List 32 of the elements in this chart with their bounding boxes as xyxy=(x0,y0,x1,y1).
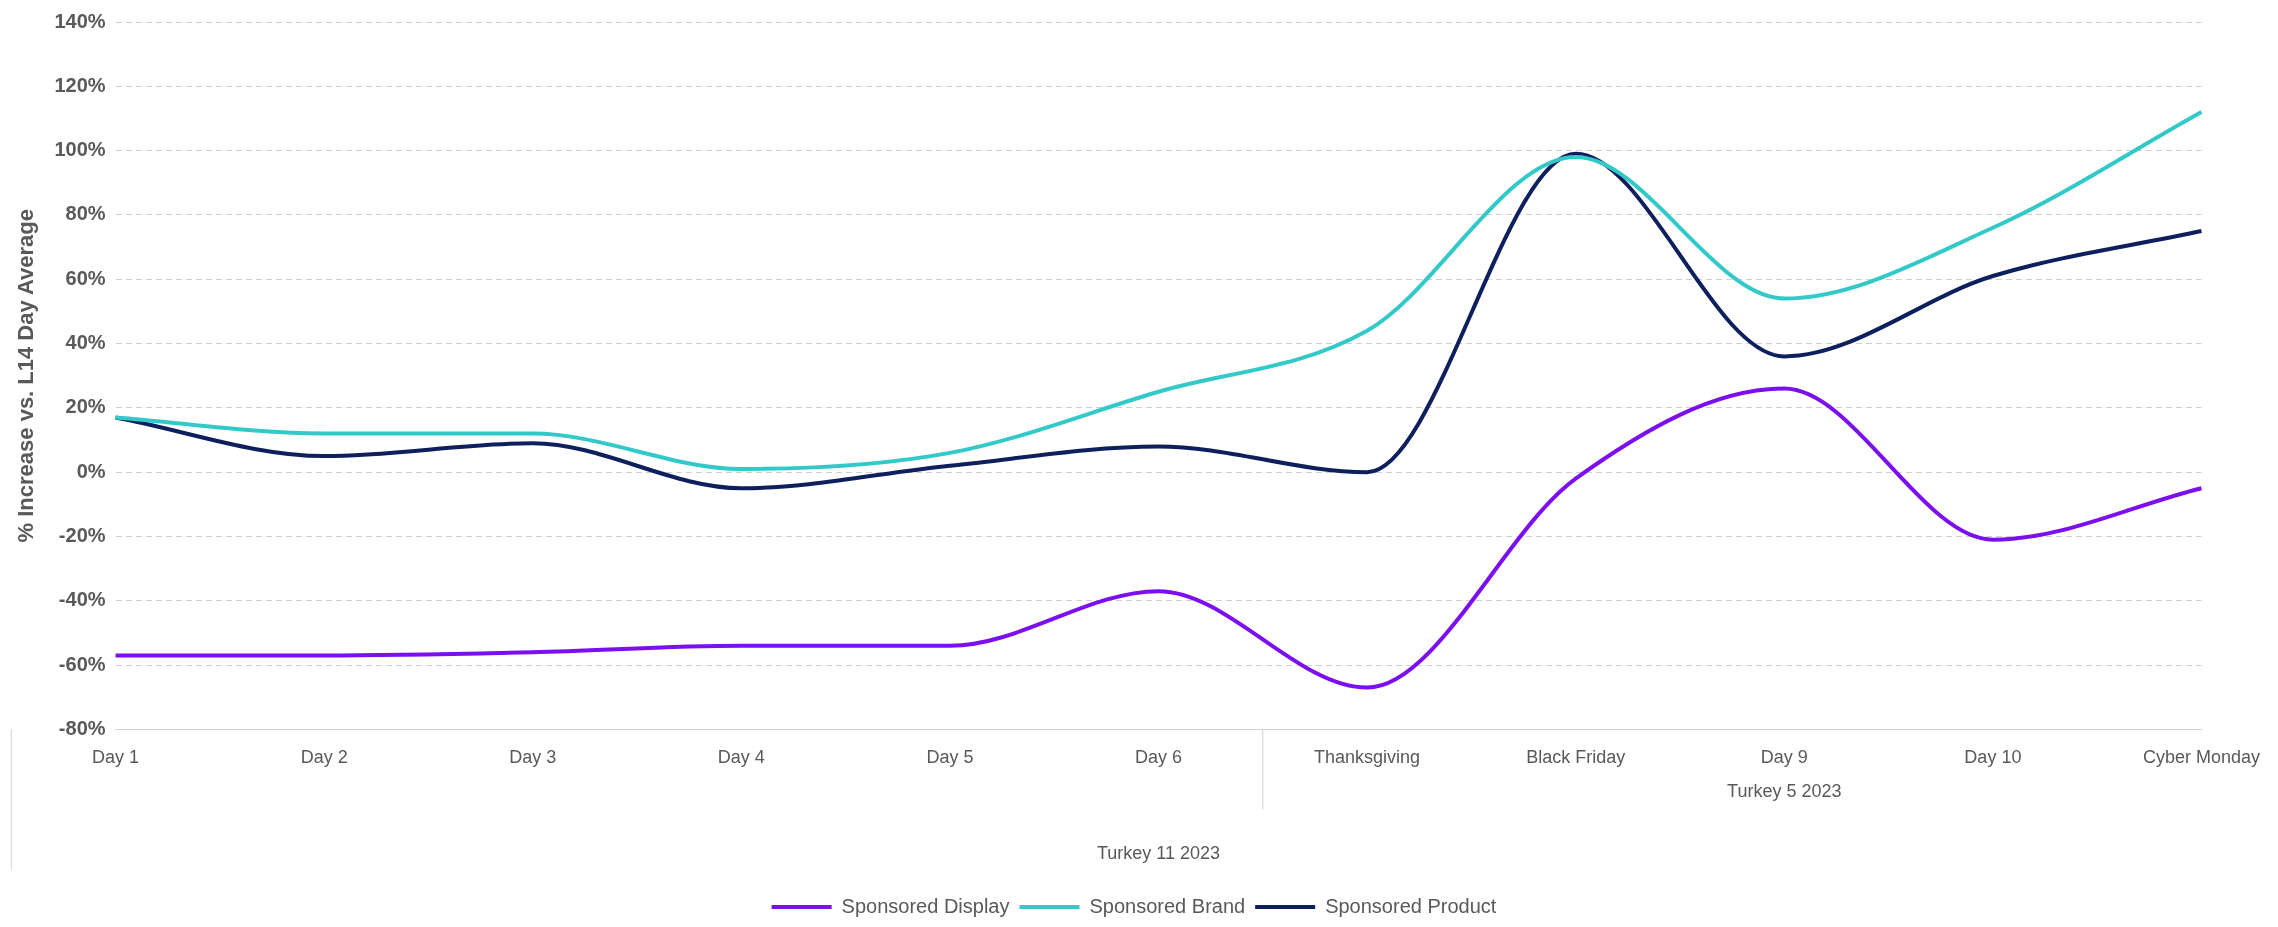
y-tick-label: 140% xyxy=(54,9,106,32)
y-tick-label: 100% xyxy=(54,138,106,161)
x-tick-label: Day 6 xyxy=(1135,747,1183,768)
line-series xyxy=(113,151,2204,491)
line-series xyxy=(113,110,2204,471)
y-tick-label: -40% xyxy=(58,588,106,611)
text: Turkey 11 2023 xyxy=(1096,843,1221,864)
x-tick-label: Day 3 xyxy=(509,747,557,768)
line-series xyxy=(113,386,2204,690)
y-tick-label: 0% xyxy=(76,459,106,482)
y-tick-label: -60% xyxy=(58,652,106,675)
y-axis-title: % Increase vs. L14 Day Average xyxy=(13,208,39,543)
x-tick-label: Day 1 xyxy=(92,747,140,768)
x-tick-label: Day 2 xyxy=(300,747,348,768)
x-tick-label: Day 5 xyxy=(926,747,974,768)
x-tick-label: Cyber Monday xyxy=(2142,747,2260,768)
legend-label: Sponsored Brand xyxy=(1089,894,1246,917)
y-tick-label: 40% xyxy=(65,331,106,354)
y-tick-label: -20% xyxy=(58,523,106,546)
x-tick-label: Black Friday xyxy=(1526,747,1626,768)
legend-label: Sponsored Display xyxy=(841,894,1010,917)
y-tick-label: 60% xyxy=(65,266,106,289)
y-tick-label: 80% xyxy=(65,202,106,225)
x-tick-label: Day 4 xyxy=(717,747,765,768)
y-tick-label: 120% xyxy=(54,73,106,96)
x-tick-label: Day 9 xyxy=(1760,747,1808,768)
y-tick-label: -80% xyxy=(58,716,106,739)
legend-label: Sponsored Product xyxy=(1325,894,1497,917)
x-tick-label: Day 10 xyxy=(1964,747,2022,768)
x-tick-label: Thanksgiving xyxy=(1314,747,1421,768)
y-tick-label: 20% xyxy=(65,395,106,418)
text: Turkey 5 2023 xyxy=(1727,781,1842,802)
